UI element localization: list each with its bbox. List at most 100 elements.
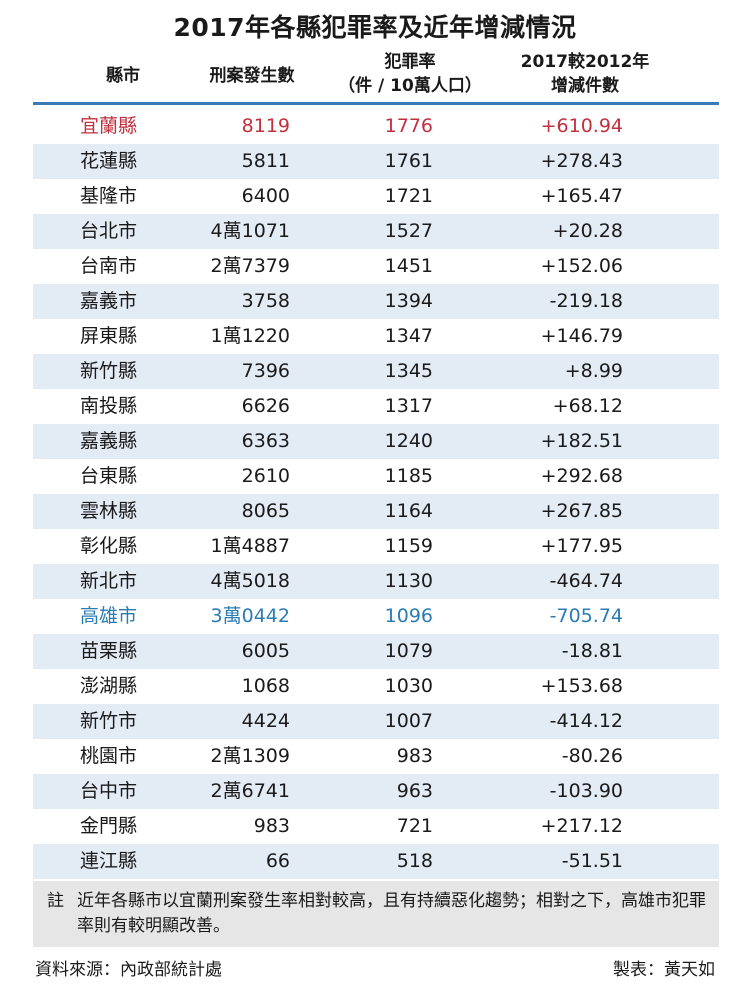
cell-county: 台中市 [80,780,138,802]
table-row: 台北市 4萬1071 1527 +20.28 [33,214,719,249]
cell-change: +20.28 [552,220,623,242]
table-body: 宜蘭縣 8119 1776 +610.94 花蓮縣 5811 1761 +278.43 基隆市 6… [33,109,719,879]
cell-county: 苗栗縣 [80,640,138,662]
table-row: 新竹縣 7396 1345 +8.99 [33,354,719,389]
data-source: 資料來源：內政部統計處 [35,960,222,980]
cell-change: +182.51 [540,430,623,452]
cell-rate: 1317 [384,395,433,417]
cell-cases: 8065 [241,500,290,522]
table-row: 台南市 2萬7379 1451 +152.06 [33,249,719,284]
table-maker: 製表：黃天如 [613,960,715,980]
cell-county: 嘉義市 [80,290,138,312]
cell-change: +68.12 [552,395,623,417]
cell-rate: 1451 [384,255,433,277]
cell-rate: 1007 [384,710,433,732]
table-row: 雲林縣 8065 1164 +267.85 [33,494,719,529]
cell-county: 台東縣 [80,465,138,487]
cell-rate: 963 [396,780,433,802]
cell-change: -705.74 [549,605,623,627]
cell-cases: 4萬1071 [210,220,290,242]
cell-cases: 4萬5018 [210,570,290,592]
cell-change: -414.12 [549,710,623,732]
cell-county: 台南市 [80,255,138,277]
cell-cases: 5811 [241,150,290,172]
header-rate-line2: （件 / 10萬人口） [338,76,482,96]
cell-change: -51.51 [561,850,623,872]
page-title: 2017年各縣犯罪率及近年增減情況 [173,13,577,42]
table-row: 屏東縣 1萬1220 1347 +146.79 [33,319,719,354]
cell-county: 桃園市 [80,745,138,767]
cell-change: +8.99 [564,360,623,382]
table-row: 宜蘭縣 8119 1776 +610.94 [33,109,719,144]
cell-cases: 2610 [241,465,290,487]
table-row: 基隆市 6400 1721 +165.47 [33,179,719,214]
table-row: 台中市 2萬6741 963 -103.90 [33,774,719,809]
cell-county: 宜蘭縣 [80,115,138,137]
header-change-line1: 2017較2012年 [520,52,650,72]
table-row: 嘉義縣 6363 1240 +182.51 [33,424,719,459]
cell-cases: 1068 [241,675,290,697]
cell-rate: 1159 [384,535,433,557]
cell-rate: 1185 [384,465,433,487]
cell-rate: 1096 [384,605,433,627]
header-change: 2017較2012年 增減件數 [505,50,665,98]
header-county: 縣市 [106,66,140,86]
cell-change: -219.18 [549,290,623,312]
cell-county: 澎湖縣 [80,675,138,697]
cell-county: 南投縣 [80,395,138,417]
cell-county: 嘉義縣 [80,430,138,452]
cell-cases: 2萬6741 [210,780,290,802]
cell-change: -80.26 [561,745,623,767]
cell-rate: 1776 [384,115,433,137]
table-row: 苗栗縣 6005 1079 -18.81 [33,634,719,669]
header-rate: 犯罪率 （件 / 10萬人口） [322,50,498,98]
cell-rate: 1164 [384,500,433,522]
header-divider [33,102,719,105]
table-row: 金門縣 983 721 +217.12 [33,809,719,844]
note-box: 註 近年各縣市以宜蘭刑案發生率相對較高，且有持續惡化趨勢；相對之下，高雄市犯罪率… [33,881,719,947]
cell-change: +292.68 [540,465,623,487]
cell-cases: 2萬7379 [210,255,290,277]
cell-change: +165.47 [540,185,623,207]
table-row: 澎湖縣 1068 1030 +153.68 [33,669,719,704]
cell-change: -103.90 [549,780,623,802]
cell-county: 新竹市 [80,710,138,732]
header-change-line2: 增減件數 [551,76,619,96]
cell-cases: 6626 [241,395,290,417]
cell-cases: 66 [265,850,290,872]
header-rate-line1: 犯罪率 [384,52,436,72]
table-row: 新北市 4萬5018 1130 -464.74 [33,564,719,599]
cell-cases: 983 [253,815,290,837]
cell-cases: 8119 [241,115,290,137]
table-row: 桃園市 2萬1309 983 -80.26 [33,739,719,774]
table-row: 台東縣 2610 1185 +292.68 [33,459,719,494]
cell-rate: 1130 [384,570,433,592]
cell-change: +153.68 [540,675,623,697]
cell-rate: 1079 [384,640,433,662]
cell-cases: 4424 [241,710,290,732]
cell-county: 基隆市 [80,185,138,207]
note-text: 近年各縣市以宜蘭刑案發生率相對較高，且有持續惡化趨勢；相對之下，高雄市犯罪率則有… [77,891,706,936]
cell-county: 連江縣 [80,850,138,872]
table-row: 連江縣 66 518 -51.51 [33,844,719,879]
cell-change: +217.12 [540,815,623,837]
cell-rate: 1240 [384,430,433,452]
cell-rate: 1761 [384,150,433,172]
cell-county: 新竹縣 [80,360,138,382]
cell-county: 新北市 [80,570,138,592]
cell-county: 屏東縣 [80,325,138,347]
cell-county: 花蓮縣 [80,150,138,172]
cell-county: 台北市 [80,220,138,242]
cell-rate: 1527 [384,220,433,242]
cell-change: +177.95 [540,535,623,557]
cell-rate: 1345 [384,360,433,382]
cell-rate: 1030 [384,675,433,697]
cell-county: 雲林縣 [80,500,138,522]
cell-cases: 6400 [241,185,290,207]
note-mark: 註 [47,891,64,911]
cell-county: 彰化縣 [80,535,138,557]
cell-cases: 6005 [241,640,290,662]
cell-cases: 3萬0442 [210,605,290,627]
cell-rate: 1721 [384,185,433,207]
cell-cases: 6363 [241,430,290,452]
